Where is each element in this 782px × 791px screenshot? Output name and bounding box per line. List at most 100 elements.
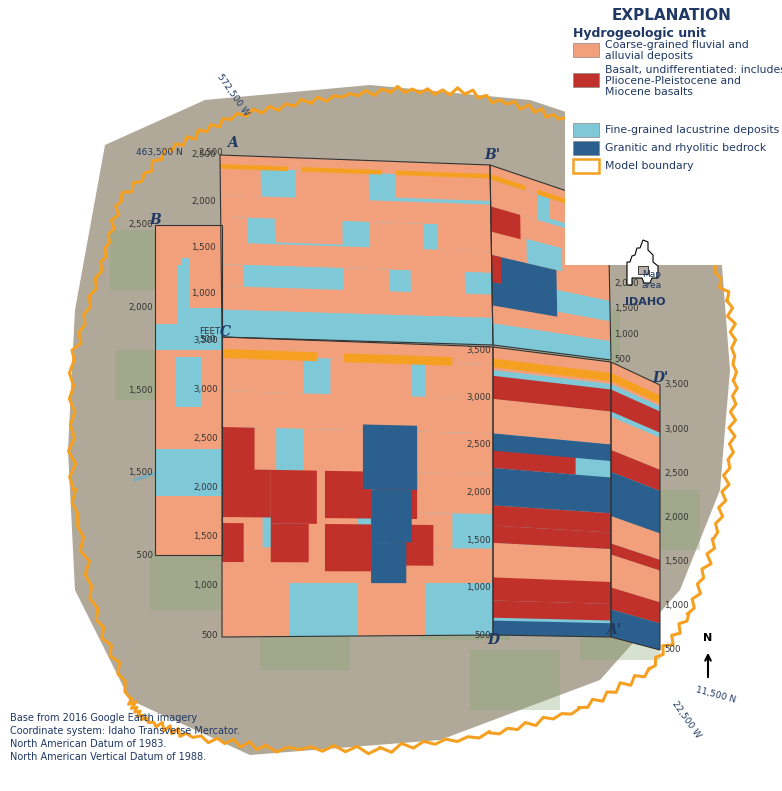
Polygon shape: [638, 266, 648, 274]
Text: A: A: [227, 136, 238, 150]
Polygon shape: [490, 206, 521, 240]
Text: N: N: [703, 633, 712, 643]
Polygon shape: [271, 470, 317, 524]
Text: Basalt, undifferentiated: includes: Basalt, undifferentiated: includes: [605, 65, 782, 75]
Text: 1,000: 1,000: [193, 581, 218, 590]
Bar: [573, 73, 599, 87]
Polygon shape: [222, 427, 254, 472]
Polygon shape: [537, 190, 585, 210]
Text: Map
area: Map area: [642, 271, 662, 290]
Text: North American Vertical Datum of 1988.: North American Vertical Datum of 1988.: [10, 752, 206, 762]
Polygon shape: [611, 417, 660, 470]
Polygon shape: [340, 330, 450, 400]
Polygon shape: [155, 496, 222, 555]
Polygon shape: [398, 513, 452, 548]
Polygon shape: [540, 310, 620, 370]
Bar: [573, 123, 599, 137]
Text: 2,000: 2,000: [193, 483, 218, 492]
Polygon shape: [155, 258, 222, 317]
Polygon shape: [155, 449, 222, 496]
Polygon shape: [611, 543, 660, 570]
Bar: [573, 43, 599, 57]
Text: 2,000: 2,000: [192, 197, 216, 206]
Text: 500: 500: [202, 630, 218, 639]
Polygon shape: [343, 268, 389, 295]
Polygon shape: [155, 241, 178, 324]
Text: Fine-grained lacustrine deposits: Fine-grained lacustrine deposits: [605, 125, 779, 135]
Text: 3,000: 3,000: [193, 384, 218, 394]
Polygon shape: [303, 512, 357, 554]
Polygon shape: [380, 530, 480, 590]
Polygon shape: [155, 357, 175, 407]
Polygon shape: [493, 347, 611, 384]
Polygon shape: [611, 417, 660, 470]
Polygon shape: [222, 310, 493, 345]
Text: 500: 500: [614, 355, 630, 365]
Text: FEET: FEET: [199, 327, 220, 336]
Polygon shape: [493, 433, 611, 461]
Bar: [573, 141, 599, 155]
Polygon shape: [493, 399, 611, 445]
Polygon shape: [363, 425, 417, 490]
Polygon shape: [371, 489, 411, 543]
Polygon shape: [627, 240, 658, 285]
Polygon shape: [200, 360, 290, 430]
Text: 2,500: 2,500: [193, 433, 218, 443]
Text: B': B': [484, 148, 500, 162]
Polygon shape: [493, 514, 611, 554]
Polygon shape: [611, 472, 660, 533]
Polygon shape: [493, 347, 611, 379]
Polygon shape: [221, 264, 243, 286]
Polygon shape: [160, 420, 220, 480]
Polygon shape: [200, 500, 300, 560]
Polygon shape: [221, 195, 491, 226]
Polygon shape: [222, 427, 493, 474]
Text: 500: 500: [475, 630, 491, 639]
Polygon shape: [220, 155, 493, 345]
Polygon shape: [411, 431, 493, 474]
Polygon shape: [222, 583, 290, 637]
Polygon shape: [196, 258, 222, 317]
Polygon shape: [222, 337, 493, 365]
Polygon shape: [411, 267, 465, 296]
Polygon shape: [493, 399, 611, 445]
Polygon shape: [222, 469, 493, 514]
Polygon shape: [155, 357, 222, 407]
Polygon shape: [396, 171, 490, 201]
Text: IDAHO: IDAHO: [625, 297, 665, 307]
Polygon shape: [150, 550, 240, 610]
Polygon shape: [491, 230, 527, 263]
Text: 2,500: 2,500: [199, 149, 223, 157]
Polygon shape: [420, 580, 510, 640]
Text: 1,500: 1,500: [128, 385, 153, 395]
Polygon shape: [222, 427, 276, 470]
Polygon shape: [493, 468, 564, 510]
Polygon shape: [222, 523, 244, 562]
Polygon shape: [155, 265, 222, 350]
Text: 1,500: 1,500: [128, 468, 153, 477]
Polygon shape: [155, 407, 222, 449]
Polygon shape: [611, 362, 660, 407]
Polygon shape: [222, 391, 493, 433]
Polygon shape: [490, 165, 611, 360]
Polygon shape: [493, 600, 611, 620]
Polygon shape: [611, 554, 660, 602]
Polygon shape: [493, 433, 611, 483]
Bar: [573, 159, 599, 173]
Polygon shape: [470, 240, 540, 290]
Polygon shape: [520, 480, 600, 540]
Text: Coordinate system: Idaho Transverse Mercator.: Coordinate system: Idaho Transverse Merc…: [10, 726, 240, 736]
Polygon shape: [371, 542, 407, 583]
Polygon shape: [221, 217, 491, 252]
Polygon shape: [611, 489, 660, 539]
Text: 3,500: 3,500: [614, 202, 639, 211]
Text: 11,500 N: 11,500 N: [695, 685, 737, 705]
Polygon shape: [493, 468, 611, 513]
Text: 2,500: 2,500: [128, 221, 153, 229]
Polygon shape: [222, 355, 493, 399]
Text: 2,000: 2,000: [128, 303, 153, 312]
Text: 2,000: 2,000: [664, 513, 689, 522]
Polygon shape: [270, 200, 350, 250]
Polygon shape: [222, 337, 493, 637]
Polygon shape: [274, 215, 343, 244]
